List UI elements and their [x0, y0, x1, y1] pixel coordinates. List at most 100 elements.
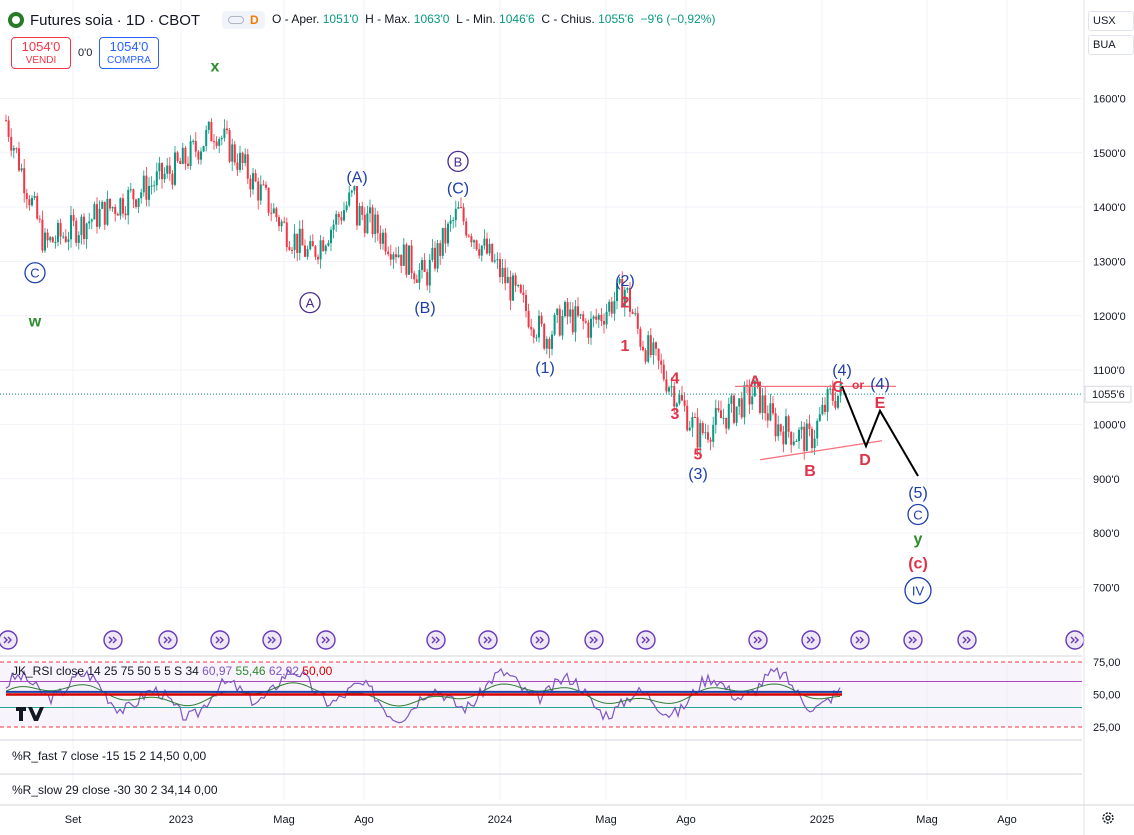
price-axis[interactable]: 1600'0 1500'0 1400'0 1300'0 1200'0 1100'0 1000… [1083, 0, 1132, 835]
candle[interactable] [733, 395, 735, 423]
rsi-signal-line[interactable] [5, 682, 841, 707]
candle[interactable] [831, 388, 834, 401]
r-slow-legend[interactable]: %R_slow 29 close -30 30 2 34,14 0,00 [12, 783, 218, 797]
candle[interactable] [587, 322, 590, 338]
gear-icon[interactable] [1100, 810, 1116, 826]
symbol-title[interactable]: Futures soia · 1D · CBOT [30, 11, 201, 29]
candle[interactable] [834, 400, 837, 408]
candle[interactable] [642, 346, 644, 351]
candle[interactable] [7, 120, 10, 137]
candle[interactable] [80, 216, 83, 236]
candle[interactable] [267, 187, 270, 213]
candle[interactable] [343, 210, 345, 221]
candle[interactable] [556, 308, 559, 315]
candle[interactable] [467, 235, 470, 237]
candle[interactable] [272, 208, 275, 214]
candle[interactable] [361, 206, 364, 215]
candle[interactable] [561, 316, 564, 336]
candle[interactable] [18, 148, 20, 171]
candle[interactable] [626, 288, 629, 290]
candle[interactable] [337, 214, 340, 218]
candle[interactable] [400, 254, 403, 266]
candle[interactable] [431, 247, 434, 260]
candle[interactable] [483, 238, 486, 246]
candlestick-series[interactable] [0, 114, 1082, 460]
candle[interactable] [254, 173, 257, 182]
candle[interactable] [571, 309, 574, 333]
candle[interactable] [330, 229, 332, 244]
candle[interactable] [506, 276, 509, 284]
candle[interactable] [837, 395, 839, 408]
rsi-line[interactable] [5, 666, 841, 724]
candle[interactable] [114, 207, 117, 214]
candle[interactable] [813, 438, 816, 449]
candle[interactable] [462, 207, 465, 222]
candle[interactable] [486, 238, 488, 254]
candle[interactable] [649, 335, 652, 356]
candle[interactable] [293, 233, 296, 250]
candle[interactable] [83, 216, 85, 240]
candle[interactable] [774, 413, 777, 437]
candle[interactable] [202, 146, 205, 152]
candle[interactable] [124, 213, 127, 216]
candle[interactable] [205, 129, 208, 147]
candle[interactable] [283, 221, 286, 223]
candle[interactable] [592, 316, 595, 319]
candle[interactable] [501, 267, 504, 278]
candle[interactable] [179, 160, 182, 164]
candle[interactable] [46, 232, 49, 241]
candle[interactable] [119, 198, 122, 216]
candle[interactable] [158, 163, 161, 172]
candle[interactable] [829, 388, 832, 390]
candle[interactable] [96, 204, 98, 227]
candle[interactable] [252, 173, 254, 190]
candle[interactable] [701, 423, 704, 434]
candle[interactable] [148, 185, 150, 200]
candle[interactable] [678, 395, 681, 404]
candle[interactable] [613, 301, 616, 314]
candle[interactable] [340, 217, 343, 221]
candle[interactable] [111, 207, 114, 209]
candle[interactable] [488, 243, 491, 254]
buy-button[interactable]: 1054'0 COMPRA [99, 37, 159, 69]
candle[interactable] [428, 259, 431, 286]
candle[interactable] [600, 314, 603, 322]
candle[interactable] [655, 342, 657, 349]
candle[interactable] [228, 130, 231, 162]
candle[interactable] [374, 214, 377, 235]
event-marker-icon[interactable] [584, 630, 604, 650]
candle[interactable] [106, 198, 109, 225]
candle[interactable] [470, 236, 473, 243]
candle[interactable] [194, 140, 197, 152]
candle[interactable] [122, 198, 124, 214]
candle[interactable] [426, 271, 429, 286]
candle[interactable] [210, 121, 213, 142]
candle[interactable] [64, 236, 67, 242]
candle[interactable] [166, 165, 169, 174]
candle[interactable] [322, 240, 325, 252]
candle[interactable] [382, 232, 384, 244]
candle[interactable] [772, 403, 774, 414]
candle[interactable] [769, 403, 772, 421]
candle[interactable] [410, 245, 413, 274]
candle[interactable] [670, 386, 673, 388]
event-marker-icon[interactable] [478, 630, 498, 650]
candle[interactable] [740, 398, 743, 418]
candle[interactable] [127, 190, 130, 216]
candle[interactable] [662, 364, 665, 380]
candle[interactable] [226, 128, 228, 131]
candle[interactable] [25, 193, 28, 200]
candle[interactable] [811, 428, 813, 449]
candle[interactable] [449, 220, 452, 224]
candle[interactable] [348, 192, 351, 206]
candle[interactable] [181, 147, 184, 164]
candle[interactable] [415, 279, 418, 283]
candle[interactable] [332, 224, 335, 230]
projection-path[interactable] [841, 386, 919, 477]
candle[interactable] [722, 417, 725, 419]
candle[interactable] [88, 221, 91, 224]
candle[interactable] [694, 417, 696, 419]
candle[interactable] [743, 384, 746, 418]
candle[interactable] [756, 380, 759, 382]
candle[interactable] [782, 431, 785, 445]
